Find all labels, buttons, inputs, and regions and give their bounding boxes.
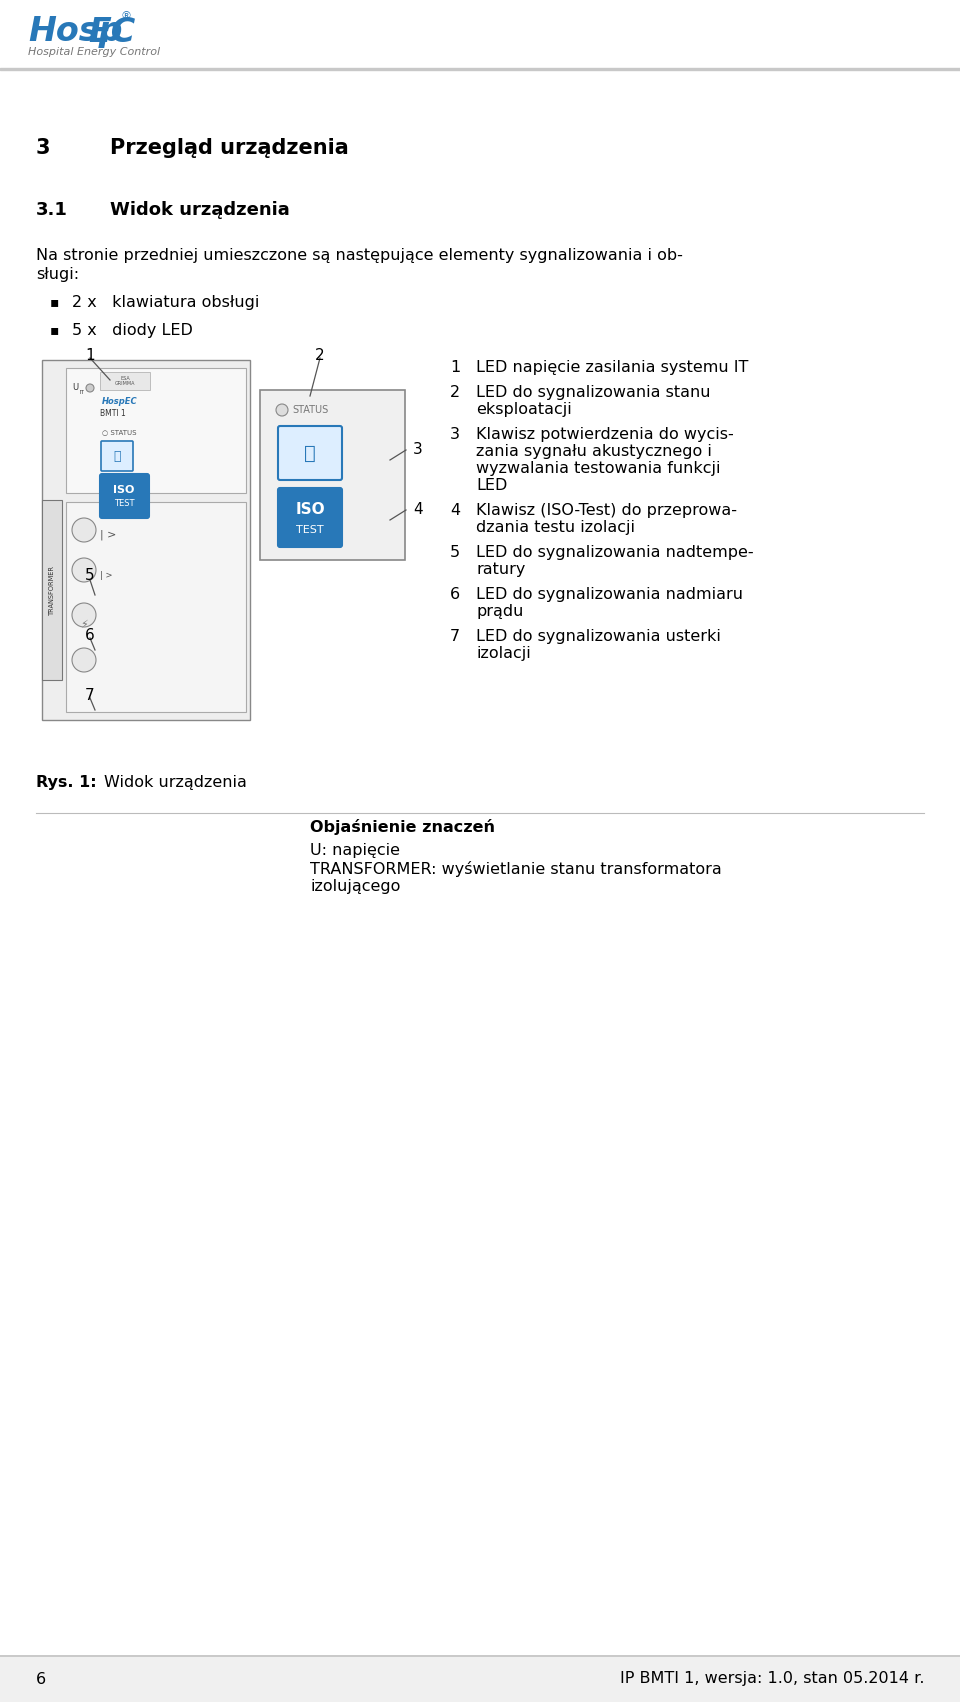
Text: IP BMTI 1, wersja: 1.0, stan 05.2014 r.: IP BMTI 1, wersja: 1.0, stan 05.2014 r. — [619, 1671, 924, 1687]
Text: ⚡: ⚡ — [80, 620, 88, 630]
Text: prądu: prądu — [476, 604, 523, 620]
Bar — [260, 390, 405, 560]
Text: ISO: ISO — [113, 485, 134, 495]
Text: LED do sygnalizowania nadmiaru: LED do sygnalizowania nadmiaru — [476, 587, 743, 603]
Text: 7: 7 — [450, 630, 460, 643]
Text: TRANSFORMER: TRANSFORMER — [49, 565, 55, 614]
Circle shape — [72, 648, 96, 672]
Text: 5: 5 — [450, 545, 460, 560]
Text: Rys. 1:: Rys. 1: — [36, 774, 97, 790]
Text: izolującego: izolującego — [310, 878, 400, 894]
Text: LED napięcie zasilania systemu IT: LED napięcie zasilania systemu IT — [476, 361, 749, 374]
Text: 6: 6 — [85, 628, 95, 642]
Text: 2: 2 — [450, 385, 460, 400]
Text: | >: | > — [100, 570, 112, 579]
Text: eksploatacji: eksploatacji — [476, 402, 572, 417]
Text: 3.1: 3.1 — [36, 201, 68, 220]
Text: Widok urządzenia: Widok urządzenia — [104, 774, 247, 790]
Text: TRANSFORMER: wyświetlanie stanu transformatora: TRANSFORMER: wyświetlanie stanu transfor… — [310, 861, 722, 877]
FancyBboxPatch shape — [100, 473, 149, 517]
Bar — [66, 502, 246, 711]
Text: ▪: ▪ — [50, 323, 60, 337]
Text: LED do sygnalizowania usterki: LED do sygnalizowania usterki — [476, 630, 721, 643]
Text: ▪: ▪ — [50, 294, 60, 310]
FancyBboxPatch shape — [278, 426, 342, 480]
Text: Hospital Energy Control: Hospital Energy Control — [28, 48, 160, 56]
Text: LED do sygnalizowania nadtempe-: LED do sygnalizowania nadtempe- — [476, 545, 754, 560]
Text: 6: 6 — [36, 1671, 46, 1687]
Text: Widok urządzenia: Widok urządzenia — [110, 201, 290, 220]
Text: Na stronie przedniej umieszczone są następujące elementy sygnalizowania i ob-: Na stronie przedniej umieszczone są nast… — [36, 248, 683, 264]
FancyBboxPatch shape — [278, 488, 342, 546]
Circle shape — [72, 603, 96, 626]
Text: TEST: TEST — [297, 524, 324, 534]
Circle shape — [72, 558, 96, 582]
Text: 7: 7 — [85, 688, 95, 703]
Text: Klawisz potwierdzenia do wycis-: Klawisz potwierdzenia do wycis- — [476, 427, 733, 443]
Text: 🔕: 🔕 — [113, 449, 121, 463]
Text: 1: 1 — [85, 347, 95, 363]
Text: HospEC: HospEC — [102, 398, 137, 407]
FancyBboxPatch shape — [101, 441, 133, 471]
Text: 5 x   diody LED: 5 x diody LED — [72, 322, 193, 337]
Text: LED do sygnalizowania stanu: LED do sygnalizowania stanu — [476, 385, 710, 400]
Text: ESA
GRIMMA: ESA GRIMMA — [115, 376, 135, 386]
Text: 4: 4 — [413, 502, 422, 517]
Text: 3: 3 — [36, 138, 51, 158]
Text: LED: LED — [476, 478, 508, 494]
Text: ○ STATUS: ○ STATUS — [102, 429, 136, 436]
Text: 2: 2 — [315, 347, 324, 363]
Text: izolacji: izolacji — [476, 647, 531, 660]
Text: 4: 4 — [450, 504, 460, 517]
Text: IT: IT — [80, 390, 84, 395]
Text: U: napięcie: U: napięcie — [310, 842, 400, 858]
Text: Przegląd urządzenia: Przegląd urządzenia — [110, 138, 348, 158]
Text: dzania testu izolacji: dzania testu izolacji — [476, 521, 635, 534]
Text: U: U — [72, 383, 78, 393]
Text: Objaśnienie znaczeń: Objaśnienie znaczeń — [310, 819, 495, 836]
Text: 6: 6 — [450, 587, 460, 603]
Text: 1: 1 — [450, 361, 460, 374]
Bar — [0, 1658, 960, 1702]
Bar — [100, 373, 150, 390]
Bar — [42, 361, 250, 720]
Text: 🔕: 🔕 — [304, 444, 316, 463]
Circle shape — [72, 517, 96, 541]
Text: BMTI 1: BMTI 1 — [100, 410, 126, 419]
Circle shape — [86, 385, 94, 391]
Text: 3: 3 — [413, 443, 422, 458]
Text: Hosp: Hosp — [28, 15, 123, 48]
Text: zania sygnału akustycznego i: zania sygnału akustycznego i — [476, 444, 712, 460]
Text: | >: | > — [100, 529, 116, 540]
Text: Klawisz (ISO-Test) do przeprowa-: Klawisz (ISO-Test) do przeprowa- — [476, 504, 737, 517]
Text: 2 x   klawiatura obsługi: 2 x klawiatura obsługi — [72, 294, 259, 310]
Text: sługi:: sługi: — [36, 267, 79, 283]
Text: ®: ® — [120, 10, 131, 20]
Text: TEST: TEST — [113, 499, 134, 509]
Text: 5: 5 — [85, 567, 95, 582]
Text: 3: 3 — [450, 427, 460, 443]
Text: wyzwalania testowania funkcji: wyzwalania testowania funkcji — [476, 461, 721, 477]
Bar — [0, 68, 960, 70]
Text: EC: EC — [88, 15, 135, 48]
Text: ISO: ISO — [295, 502, 324, 517]
Bar — [42, 500, 62, 681]
Bar — [66, 368, 246, 494]
Text: ratury: ratury — [476, 562, 525, 577]
Text: STATUS: STATUS — [292, 405, 328, 415]
Circle shape — [276, 403, 288, 415]
